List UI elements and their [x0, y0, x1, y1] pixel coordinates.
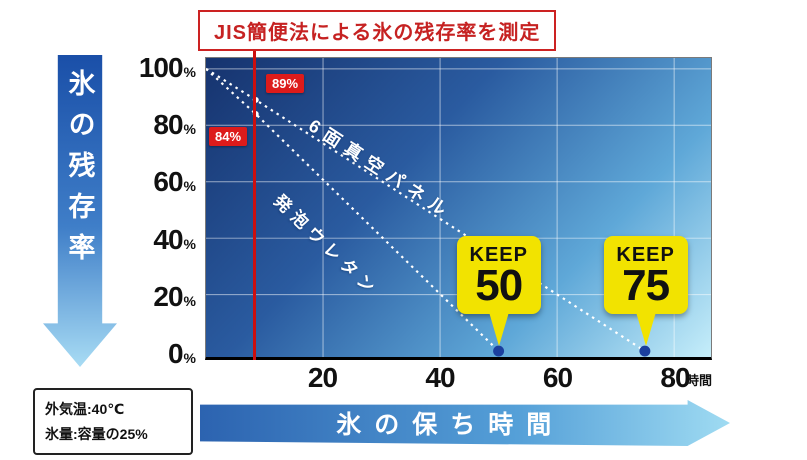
x-tick-label: 20 [307, 362, 338, 393]
annotation-vacuum-89: 89% [266, 74, 305, 93]
keep-word: KEEP [469, 244, 528, 267]
conditions-box: 外気温:40℃ 氷量:容量の25% [33, 388, 193, 455]
keep-pointer [488, 312, 509, 346]
chart-title: JIS簡便法による氷の残存率を測定 [214, 22, 541, 44]
keep-badge-75: KEEP 75 [603, 236, 688, 346]
keep-value: 50 [475, 261, 523, 311]
x-tick-label: 40 [425, 362, 455, 393]
y-tick-label: 20% [153, 280, 196, 312]
keep-pointer [635, 312, 656, 346]
keep-word: KEEP [616, 244, 675, 267]
condition-ice-volume: 氷量:容量の25% [45, 425, 148, 442]
chart-title-box: JIS簡便法による氷の残存率を測定 [198, 10, 557, 51]
y-tick-label: 80% [153, 109, 196, 141]
x-axis-unit: 時間 [686, 373, 713, 388]
y-tick-label: 0% [167, 338, 196, 369]
y-axis-arrow: 氷の残存率 [43, 55, 117, 367]
measurement-line [252, 40, 256, 360]
x-tick-label: 60 [542, 362, 573, 393]
x-axis-arrow: 氷の保ち時間 [200, 400, 730, 446]
keep-value: 75 [622, 261, 670, 311]
keep-badge-50: KEEP 50 [456, 236, 541, 346]
y-tick-label: 40% [153, 223, 196, 255]
condition-outside-temp: 外気温:40℃ [45, 401, 125, 417]
y-tick-label: 100% [138, 52, 196, 83]
x-tick-label: 80 [660, 362, 690, 393]
x-axis-label: 氷の保ち時間 [336, 411, 565, 439]
y-tick-label: 60% [153, 166, 196, 198]
y-axis-label: 氷の残存率 [64, 69, 95, 274]
annotation-urethane-84: 84% [209, 127, 248, 146]
